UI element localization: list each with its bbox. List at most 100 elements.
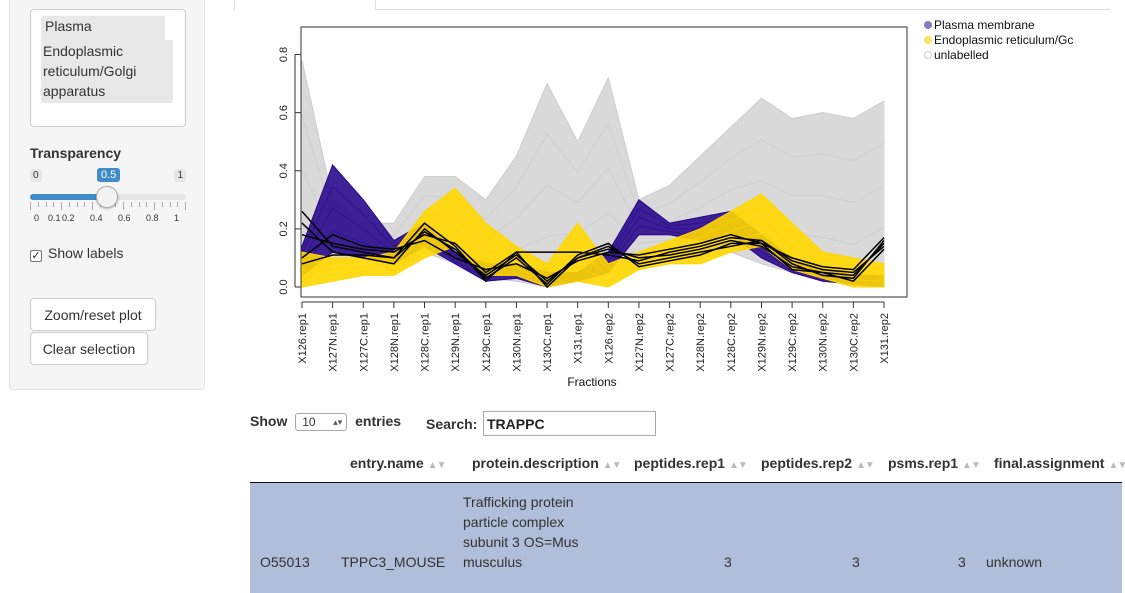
x-tick-label: X130N.rep2 xyxy=(818,313,830,372)
slider-tick xyxy=(68,202,70,207)
slider-tick xyxy=(84,202,86,207)
slider-tick xyxy=(61,202,62,210)
sort-icon[interactable]: ▲▼ xyxy=(602,460,622,471)
x-tick-label: X129N.rep2 xyxy=(756,313,768,372)
slider-tick xyxy=(92,202,93,210)
sort-icon[interactable]: ▲▼ xyxy=(729,460,748,471)
unlabelled-profile-line xyxy=(301,115,885,236)
y-axis: 0.0 0.2 0.4 0.6 0.8 xyxy=(278,47,301,295)
cell-peptides-rep1: 3 xyxy=(724,554,732,570)
sort-icon[interactable]: ▲▼ xyxy=(1108,460,1125,471)
profile-plot[interactable]: 0.0 0.2 0.4 0.6 0.8 X126.rep1 X127N.rep1 X127C… xyxy=(234,10,1114,395)
show-labels-checkbox[interactable]: ✓ Show labels xyxy=(30,245,124,262)
table-row[interactable]: O55013 TPPC3_MOUSE Trafficking protein p… xyxy=(250,483,1122,593)
x-tick-label: X127C.rep1 xyxy=(358,313,370,372)
cell-psms-rep1: 3 xyxy=(958,554,966,570)
sort-icon[interactable]: ▲▼ xyxy=(962,460,981,471)
slider-tick xyxy=(177,202,179,207)
slider-tick xyxy=(146,202,148,207)
slider-value-label: 0.5 xyxy=(97,168,121,182)
slider-tick xyxy=(161,202,163,207)
cell-final-assignment: unknown xyxy=(986,554,1043,570)
x-tick-label: X129C.rep1 xyxy=(481,313,493,372)
x-tick-label: X126.rep2 xyxy=(603,313,615,364)
sort-icon[interactable]: ▲▼ xyxy=(427,460,447,471)
clear-selection-button[interactable]: Clear selection xyxy=(30,332,148,365)
slider-tick-label: 0.1 xyxy=(48,213,61,223)
slider-min-label: 0 xyxy=(30,169,42,182)
er-golgi-profile-line xyxy=(301,187,885,265)
transparency-slider[interactable]: 0 0.5 1 0 0.1 0.2 0.4 0.6 0.8 1 xyxy=(30,167,186,227)
x-tick-label: X131.rep1 xyxy=(573,313,585,364)
x-tick-label: X127C.rep2 xyxy=(665,313,677,372)
slider-tick xyxy=(130,202,132,207)
x-tick-label: X128C.rep1 xyxy=(420,313,432,372)
slider-tick xyxy=(53,202,55,207)
x-tick-label: X130C.rep2 xyxy=(848,313,860,372)
col-header-entry-name[interactable]: entry.name ▲▼ xyxy=(350,455,447,471)
x-axis-label: Fractions xyxy=(567,375,616,389)
slider-tick xyxy=(154,202,155,210)
slider-tick xyxy=(30,202,31,210)
y-tick-label: 0.2 xyxy=(278,221,290,236)
transparency-label: Transparency xyxy=(30,145,122,161)
search-input[interactable] xyxy=(483,411,656,436)
y-tick-label: 0.6 xyxy=(278,105,290,120)
col-header-peptides-rep1[interactable]: peptides.rep1 ▲▼ xyxy=(634,455,748,471)
col-header-psms-rep1[interactable]: psms.rep1 ▲▼ xyxy=(888,455,981,471)
x-tick-label: X130N.rep1 xyxy=(511,313,523,372)
length-control: Show 10 ▴▾ entries xyxy=(250,413,402,432)
legend-marker xyxy=(924,21,932,29)
col-header-final-assignment[interactable]: final.assignment ▲▼ xyxy=(994,455,1125,471)
slider-fill xyxy=(30,194,108,200)
x-tick-label: X129N.rep1 xyxy=(450,313,462,372)
slider-tick xyxy=(45,202,47,207)
selected-class-er-golgi[interactable]: Endoplasmic reticulum/Golgi apparatus xyxy=(41,40,173,103)
plot-bands xyxy=(301,60,885,288)
x-tick-label: X126.rep1 xyxy=(297,313,309,364)
slider-tick-label: 0.2 xyxy=(62,213,75,223)
slider-tick-label: 0.4 xyxy=(90,213,103,223)
legend-marker xyxy=(924,51,932,59)
slider-tick-label: 1 xyxy=(174,213,180,223)
sidebar-panel: Plasma membrane Endoplasmic reticulum/Go… xyxy=(9,0,205,390)
slider-tick xyxy=(123,202,124,210)
sort-icon[interactable]: ▲▼ xyxy=(856,460,875,471)
cell-protein-description: Trafficking protein particle complex sub… xyxy=(463,494,579,570)
table-header-divider xyxy=(250,482,1122,483)
tabs-baseline xyxy=(234,9,1110,10)
x-tick-label: X127N.rep2 xyxy=(634,313,646,372)
cell-entry-name: TPPC3_MOUSE xyxy=(341,554,446,570)
col-header-peptides-rep2[interactable]: peptides.rep2 ▲▼ xyxy=(761,455,875,471)
col-header-protein-description[interactable]: protein.description ▲▼ xyxy=(472,455,622,471)
slider-handle[interactable] xyxy=(96,186,118,208)
x-tick-label: X131.rep2 xyxy=(879,313,891,364)
page-length-value: 10 xyxy=(302,415,316,430)
legend-label: Endoplasmic reticulum/Gc xyxy=(934,33,1073,47)
x-tick-label: X128N.rep2 xyxy=(695,313,707,372)
y-tick-label: 0.4 xyxy=(278,163,290,178)
slider-tick xyxy=(76,202,78,207)
slider-tick xyxy=(115,202,117,207)
slider-max-label: 1 xyxy=(174,169,186,182)
cell-accession: O55013 xyxy=(260,554,310,570)
cell-peptides-rep2: 3 xyxy=(852,554,860,570)
slider-tick xyxy=(138,202,140,207)
unlabelled-profile-line xyxy=(301,60,885,224)
show-labels-label: Show labels xyxy=(48,245,124,261)
zoom-reset-button[interactable]: Zoom/reset plot xyxy=(30,298,156,331)
class-multiselect[interactable]: Plasma membrane Endoplasmic reticulum/Go… xyxy=(30,9,186,127)
legend-marker xyxy=(924,36,932,44)
x-tick-label: X128N.rep1 xyxy=(389,313,401,372)
slider-tick-label: 0.6 xyxy=(118,213,131,223)
entries-label: entries xyxy=(355,413,402,429)
plot-selected-traces xyxy=(301,210,885,289)
checkbox-icon[interactable]: ✓ xyxy=(30,250,42,262)
x-axis: X126.rep1 X127N.rep1 X127C.rep1 X128N.rep1 X… xyxy=(297,301,891,372)
tab-active[interactable] xyxy=(234,0,376,10)
x-tick-label: X128C.rep2 xyxy=(726,313,738,372)
slider-tick xyxy=(169,202,171,207)
page-length-select[interactable]: 10 ▴▾ xyxy=(295,413,348,432)
slider-tick-labels: 0 0.1 0.2 0.4 0.6 0.8 1 xyxy=(30,213,186,225)
